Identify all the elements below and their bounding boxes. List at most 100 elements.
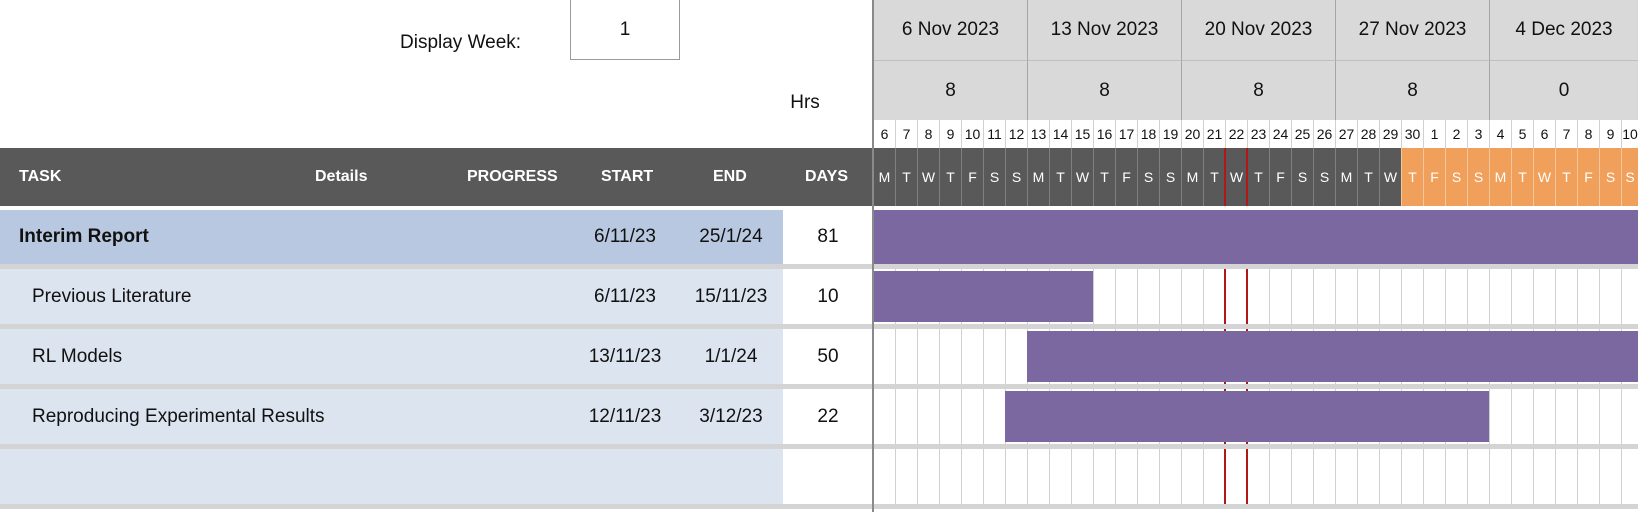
grid-line [1621,389,1622,444]
grid-line [1621,269,1622,324]
header-task: TASK [19,168,62,185]
row-divider [0,384,1638,389]
week-hours: 8 [1335,60,1489,120]
day-letter: S [1621,148,1638,206]
day-number: 25 [1291,120,1313,148]
grid-line [1049,449,1050,504]
table-row[interactable] [0,269,783,324]
day-letter: W [1071,148,1093,206]
week-header: 4 Dec 2023 [1489,0,1638,60]
today-marker [1246,449,1248,504]
day-letter: S [1599,148,1621,206]
grid-line [1467,269,1468,324]
day-letter: W [1225,148,1247,206]
grid-line [1005,329,1006,384]
grid-line [895,329,896,384]
row-divider [0,444,1638,449]
day-letter: T [1401,148,1423,206]
day-number: 24 [1269,120,1291,148]
grid-line [917,329,918,384]
day-number: 13 [1027,120,1049,148]
grid-line [1357,269,1358,324]
day-letter: F [1423,148,1445,206]
day-letter: T [1093,148,1115,206]
day-number: 27 [1335,120,1357,148]
grid-line [1401,449,1402,504]
day-letter: W [917,148,939,206]
day-number: 6 [1533,120,1555,148]
grid-line [1313,449,1314,504]
day-letter: T [895,148,917,206]
day-number: 12 [1005,120,1027,148]
grid-line [1489,269,1490,324]
grid-line [1093,269,1094,324]
grid-line [961,449,962,504]
task-end: 15/11/23 [694,285,768,307]
day-letter: M [1027,148,1049,206]
grid-line [1511,269,1512,324]
task-name: Previous Literature [32,285,192,307]
day-number: 2 [1445,120,1467,148]
task-end: 3/12/23 [699,405,763,427]
week-header: 27 Nov 2023 [1335,0,1489,60]
grid-line [1357,449,1358,504]
day-letter: S [1137,148,1159,206]
table-row[interactable] [0,329,783,384]
today-marker [1224,148,1226,206]
grid-line [1159,449,1160,504]
gantt-bar [1005,391,1489,442]
header-start: START [601,168,654,185]
grid-line [1027,449,1028,504]
day-letter: T [939,148,961,206]
grid-line [1313,269,1314,324]
grid-line [1577,449,1578,504]
hrs-label: Hrs [790,92,820,113]
grid-line [1599,449,1600,504]
grid-line [1269,449,1270,504]
grid-line [917,389,918,444]
day-number: 17 [1115,120,1137,148]
day-letter: W [1379,148,1401,206]
days-cell: 81 [783,210,873,264]
day-letter: F [1269,148,1291,206]
week-hours: 8 [873,60,1027,120]
display-week-input[interactable]: 1 [570,0,680,60]
table-row[interactable] [0,210,783,264]
day-letter: S [1159,148,1181,206]
week-header: 13 Nov 2023 [1027,0,1181,60]
today-marker [1224,449,1226,504]
grid-line [961,389,962,444]
grid-line [1379,269,1380,324]
day-letter: S [1313,148,1335,206]
table-row[interactable] [0,449,783,504]
week-hours: 8 [1181,60,1335,120]
grid-line [1555,449,1556,504]
grid-line [939,329,940,384]
grid-line [961,329,962,384]
gantt-bar [873,210,1638,264]
task-start: 13/11/23 [588,345,662,367]
grid-line [1511,389,1512,444]
table-row[interactable] [0,389,783,444]
day-letter: S [983,148,1005,206]
week-hours: 0 [1489,60,1638,120]
task-start: 6/11/23 [594,226,656,247]
grid-line [1423,269,1424,324]
today-marker [1246,269,1248,324]
day-number: 29 [1379,120,1401,148]
day-number: 22 [1225,120,1247,148]
grid-line [1489,389,1490,444]
grid-line [1467,449,1468,504]
grid-line [983,389,984,444]
task-start: 12/11/23 [588,405,662,427]
row-divider [0,324,1638,329]
week-header: 6 Nov 2023 [873,0,1027,60]
day-number: 9 [939,120,961,148]
days-cell: 50 [783,329,873,384]
grid-line [1203,449,1204,504]
chart-divider [872,0,874,512]
task-end: 1/1/24 [704,345,758,367]
day-number: 9 [1599,120,1621,148]
grid-line [1181,449,1182,504]
day-number: 7 [895,120,917,148]
